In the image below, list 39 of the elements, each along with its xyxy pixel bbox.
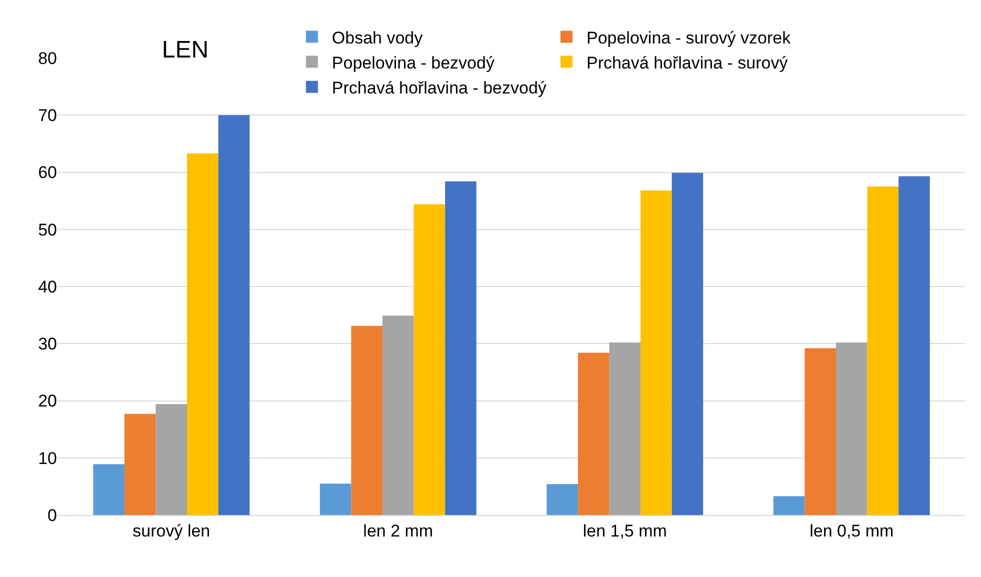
bar [773, 496, 805, 515]
x-tick-label: len 1,5 mm [582, 521, 667, 540]
bar [898, 176, 930, 515]
legend-label: Prchavá hořlavina - surový [586, 53, 788, 72]
bar [804, 348, 836, 515]
bar [640, 190, 672, 515]
bar [218, 115, 250, 515]
chart-title: LEN [162, 36, 209, 64]
bar [867, 186, 899, 515]
bar [93, 464, 124, 515]
legend-label: Popelovina - bezvodý [332, 53, 495, 72]
y-tick-label: 40 [38, 277, 57, 296]
y-tick-label: 50 [38, 220, 57, 240]
y-tick-label: 80 [38, 48, 57, 68]
bar [445, 181, 476, 515]
legend-label: Prchavá hořlavina - bezvodý [332, 78, 547, 98]
bar [187, 153, 218, 515]
bar [609, 342, 641, 515]
y-tick-label: 20 [38, 392, 57, 411]
bar [320, 484, 352, 515]
bar [351, 326, 382, 515]
y-tick-label: 0 [48, 506, 57, 525]
bar [578, 352, 610, 515]
bar [414, 204, 446, 515]
y-tick-label: 60 [38, 163, 57, 182]
bar [836, 342, 868, 515]
x-tick-label: surový len [132, 521, 210, 540]
x-tick-label: len 2 mm [363, 521, 434, 540]
bar [672, 172, 704, 515]
bar [546, 484, 578, 515]
y-tick-label: 10 [38, 448, 57, 468]
x-tick-label: len 0,5 mm [810, 521, 894, 540]
y-tick-label: 70 [38, 106, 57, 126]
legend-label: Popelovina - surový vzorek [586, 28, 792, 48]
bar [124, 414, 156, 515]
bar [156, 404, 188, 515]
legend-label: Obsah vody [332, 28, 424, 48]
bar [382, 316, 414, 515]
y-tick-label: 30 [38, 334, 57, 354]
